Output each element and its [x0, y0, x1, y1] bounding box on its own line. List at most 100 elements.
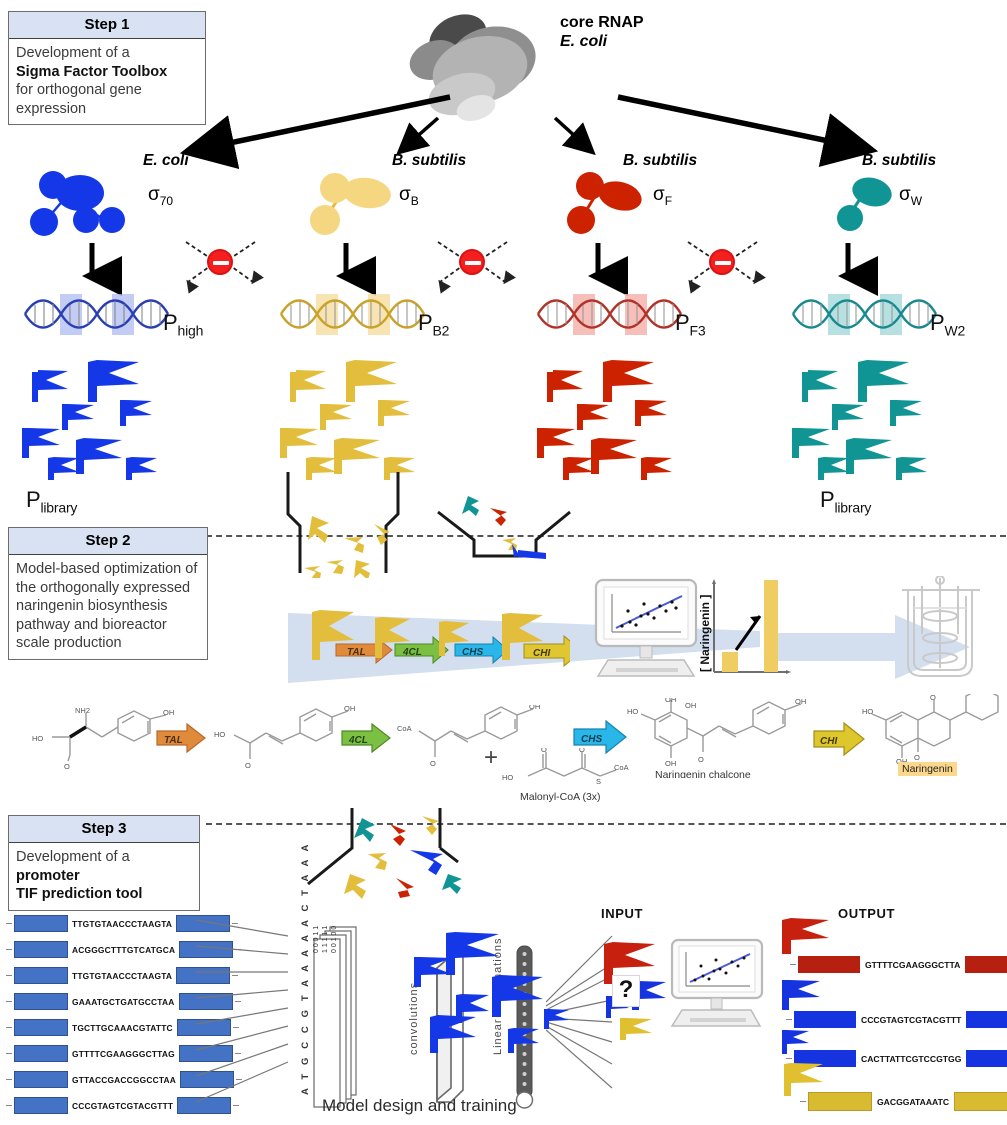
- compound-label-0: L-Tyrosine: [52, 774, 101, 775]
- svg-text:O: O: [430, 759, 436, 768]
- step2-l3: naringenin biosynthesis: [16, 598, 168, 615]
- step-3-box: Step 3 Development of a promoter TIF pre…: [8, 815, 200, 911]
- sequence-cap-left-5: [14, 1045, 68, 1062]
- svg-text:O: O: [930, 694, 936, 702]
- tick-left-3: [6, 1001, 12, 1002]
- step2-l5: scale production: [16, 635, 122, 652]
- svg-text:O: O: [914, 753, 920, 762]
- compound-label-4: Naringenin chalcone: [655, 769, 751, 778]
- tick-right-4: [232, 1027, 239, 1028]
- sequence-to-encoding-links: [196, 919, 289, 1103]
- sigma-symbol-3: σ: [899, 184, 911, 205]
- sigma-factor-icon-3: [837, 177, 892, 231]
- library-label-3: Plibrary: [820, 487, 871, 515]
- output-tick-left-2: [786, 1058, 792, 1059]
- sigma-sub-0: 70: [159, 193, 174, 208]
- computer-monitor-model: [594, 578, 698, 677]
- output-row-1: CCCGTAGTCGTACGTTT: [786, 1011, 1007, 1028]
- sigma-col-3-organism-wrap: B. subtilis: [862, 152, 936, 170]
- step3-bold2: TIF prediction tool: [16, 886, 143, 903]
- output-seq-0: GTTTTCGAAGGGCTTA: [865, 959, 961, 970]
- sequence-text-5: GTTTTCGAAGGGCTTAG: [72, 1048, 175, 1059]
- funnel-screening-2: [307, 808, 462, 899]
- compound-label-1: p-Coumaric acid: [226, 774, 303, 775]
- svg-text:0 0 1 0 0 0 1 1 0 0 0 1 0: 0 0 1 0 0 0 1 1 0 0 0 1 0: [331, 925, 338, 953]
- library-0-sub: library: [40, 499, 78, 516]
- svg-text:TAL: TAL: [164, 735, 183, 746]
- sequence-cap-left-6: [14, 1071, 68, 1088]
- step1-line1: Development of a: [16, 45, 130, 61]
- output-row-3: GACGGATAAATC: [800, 1092, 1007, 1111]
- bioreactor-vessel: [902, 576, 980, 677]
- enzyme-arrow-chi: CHI: [813, 722, 865, 757]
- sequence-text-7: CCCGTAGTCGTACGTTT: [72, 1100, 174, 1111]
- sigma-col-0-sigma: σ70: [148, 184, 173, 208]
- rnap-line1: core RNAP: [560, 14, 644, 31]
- computer-monitor-prediction: [670, 938, 764, 1027]
- dna-helix-3: [791, 294, 938, 335]
- svg-text:CHI: CHI: [820, 736, 837, 747]
- tick-right-7: [233, 1105, 240, 1106]
- promoter-flag-cluster-0: [22, 360, 157, 480]
- bar-chart-ylabel: [ Naringenin ]: [698, 594, 712, 672]
- sigma-col-2-organism: B. subtilis: [623, 152, 698, 169]
- predicted-flag-cluster: [414, 932, 569, 1053]
- promoter-label-2: PF3: [675, 310, 706, 338]
- output-flag-1: [782, 980, 820, 1010]
- sequence-row-7: CCCGTAGTCGTACGTTT: [6, 1097, 240, 1114]
- input-flag-cluster: [604, 942, 666, 1040]
- svg-text:OH: OH: [992, 694, 1003, 696]
- step1-line4: expression: [16, 100, 87, 117]
- output-cap-right-2: [966, 1050, 1007, 1067]
- sequence-cap-left-4: [14, 1019, 68, 1036]
- output-cap-left-1: [794, 1011, 856, 1028]
- output-cap-right-3: [954, 1092, 1007, 1111]
- output-cap-left-2: [794, 1050, 856, 1067]
- sequence-row-4: TGCTTGCAAACGTATTC: [6, 1019, 239, 1036]
- structure-naringenin: HO O OH O OH: [862, 694, 1003, 766]
- sequence-row-1: ACGGGCTTTGTCATGCA: [6, 941, 242, 958]
- library-3-P: P: [820, 487, 835, 512]
- svg-text:CHI: CHI: [533, 648, 550, 659]
- svg-text:OH: OH: [529, 705, 540, 711]
- structure-p-coumaroyl-coa: CoA OH O p-Coumaroyl-CoA: [397, 705, 540, 775]
- sequence-text-2: TTGTGTAACCCTAAGTA: [72, 970, 173, 981]
- svg-text:HO: HO: [32, 734, 43, 743]
- promoter-1-P: P: [418, 310, 433, 335]
- step3-bold: promoter: [16, 867, 80, 884]
- svg-text:O: O: [541, 748, 547, 754]
- sequence-cap-right-6: [180, 1071, 235, 1088]
- sequence-cap-right-4: [176, 1019, 231, 1036]
- step1-line3: for orthogonal gene: [16, 82, 142, 99]
- promoter-0-P: P: [163, 310, 178, 335]
- library-3-sub: library: [834, 499, 872, 516]
- input-header: INPUT: [601, 906, 643, 921]
- sigma-col-2-sigma: σF: [653, 184, 672, 208]
- svg-text:TAL: TAL: [347, 647, 366, 658]
- sigma-sub-3: W: [910, 193, 923, 208]
- sequence-cap-right-3: [178, 993, 233, 1010]
- tick-right-5: [234, 1053, 241, 1054]
- svg-text:O: O: [64, 762, 70, 771]
- step-3-title: Step 3: [9, 816, 199, 843]
- svg-text:CoA: CoA: [614, 763, 629, 772]
- sigma-col-2-organism-wrap: B. subtilis: [623, 152, 697, 170]
- compound-label-5: Naringenin: [898, 762, 957, 776]
- compound-label-2: p-Coumaroyl-CoA: [401, 774, 485, 775]
- tick-left-4: [6, 1027, 12, 1028]
- svg-text:O: O: [245, 761, 251, 770]
- sigma-col-3-sigma: σW: [899, 184, 922, 208]
- structure-malonyl-coa: HO O O S CoA Malonyl-CoA (3x): [502, 748, 629, 803]
- enzyme-arrow-tal: TAL: [156, 723, 206, 754]
- svg-text:O: O: [579, 748, 585, 754]
- svg-text:0 0 0 1 1 0 0 0 0 0 1 0 0: 0 0 0 1 1 0 0 0 0 0 1 0 0: [313, 925, 320, 953]
- tick-right-3: [234, 1001, 241, 1002]
- separator-step2-step3: [206, 823, 1006, 825]
- sigma-symbol-0: σ: [148, 184, 160, 205]
- svg-text:O: O: [698, 755, 704, 764]
- sequence-text-1: ACGGGCTTTGTCATGCA: [72, 944, 176, 955]
- plus-sign: +: [484, 744, 499, 771]
- svg-text:HO: HO: [627, 707, 638, 716]
- output-cap-right-0: [965, 956, 1007, 973]
- svg-text:NH2: NH2: [75, 706, 90, 715]
